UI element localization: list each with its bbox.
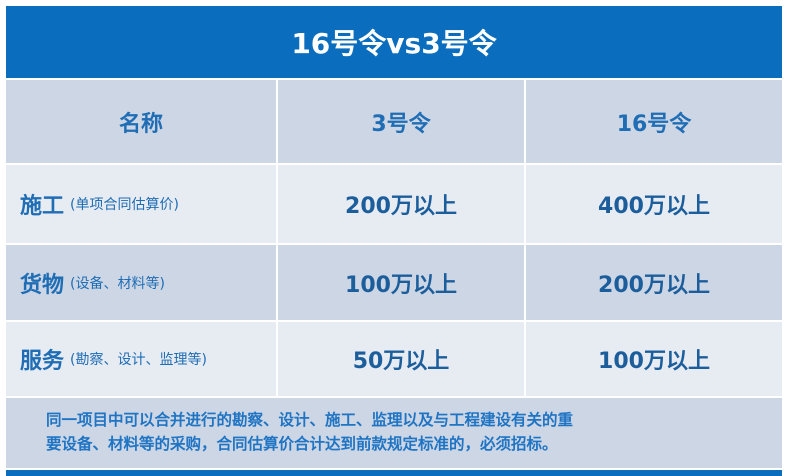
- order16-value: 400万以上: [526, 165, 782, 243]
- row-note: (设备、材料等): [70, 275, 165, 292]
- order3-value: 50万以上: [278, 322, 524, 396]
- table-title: 16号令vs3号令: [6, 6, 782, 78]
- table-row: 货物 (设备、材料等) 100万以上 200万以上: [6, 245, 782, 320]
- footnote-line1: 同一项目中可以合并进行的勘察、设计、施工、监理以及与工程建设有关的重: [46, 411, 574, 429]
- header-order3: 3号令: [278, 80, 524, 163]
- row-label: 货物 (设备、材料等): [6, 245, 276, 320]
- order3-value: 200万以上: [278, 165, 524, 243]
- order16-value: 200万以上: [526, 245, 782, 320]
- table-row: 服务 (勘察、设计、监理等) 50万以上 100万以上: [6, 322, 782, 396]
- bottom-bar: [6, 470, 782, 476]
- order16-value: 100万以上: [526, 322, 782, 396]
- order3-value: 100万以上: [278, 245, 524, 320]
- row-note: (单项合同估算价): [70, 197, 179, 213]
- row-name: 服务: [20, 349, 65, 374]
- header-row: 名称 3号令 16号令: [6, 80, 782, 163]
- row-name: 施工: [20, 194, 65, 219]
- row-label: 服务 (勘察、设计、监理等): [6, 322, 276, 396]
- row-name: 货物: [20, 272, 65, 298]
- header-order16: 16号令: [526, 80, 782, 163]
- header-name: 名称: [6, 80, 276, 163]
- footnote: 同一项目中可以合并进行的勘察、设计、施工、监理以及与工程建设有关的重 要设备、材…: [6, 398, 782, 468]
- footnote-line2: 要设备、材料等的采购，合同估算价合计达到前款规定标准的，必须招标。: [46, 435, 558, 453]
- table-row: 施工 (单项合同估算价) 200万以上 400万以上: [6, 165, 782, 243]
- row-note: (勘察、设计、监理等): [70, 352, 207, 368]
- row-label: 施工 (单项合同估算价): [6, 165, 276, 243]
